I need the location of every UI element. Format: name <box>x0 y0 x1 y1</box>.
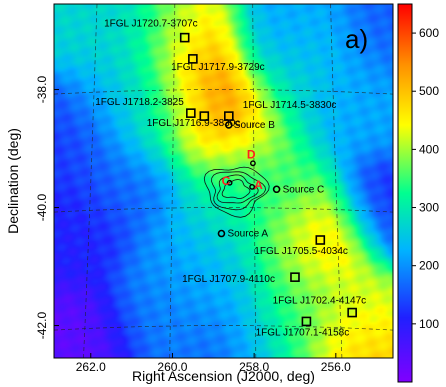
source-square-marker <box>179 32 190 43</box>
x-axis-label: Right Ascension (J2000, deg) <box>132 368 315 384</box>
source-label: 1FGL J1717.9-3729c <box>171 62 265 73</box>
position-marker-label: C <box>222 174 231 188</box>
colorbar-tick-label: 600 <box>419 26 439 40</box>
x-tick-label: 262.0 <box>76 360 106 374</box>
source-square-marker <box>315 235 326 245</box>
source-label: 1FGL J1702.4-4147c <box>273 296 367 307</box>
panel-label: a) <box>345 24 368 54</box>
source-markers: 1FGL J1720.7-3707c 1FGL J1717.9-3729c 1FGL… <box>95 19 366 339</box>
source-label: Source C <box>283 184 325 195</box>
y-tick-label: -38.0 <box>35 76 49 104</box>
source-label: Source B <box>234 120 275 131</box>
colorbar-tick-label: 300 <box>419 201 439 215</box>
source-square-marker <box>224 111 234 121</box>
colorbar-ticks: 100 200 300 400 500 600 <box>412 26 439 331</box>
x-tick-label: 258.0 <box>239 360 269 374</box>
x-tick-label: 260.0 <box>157 360 187 374</box>
grid-meridian <box>169 4 176 358</box>
colorbar-tick-label: 400 <box>419 142 439 156</box>
source-label: 1FGL J1720.7-3707c <box>104 19 198 30</box>
source-square-marker <box>188 54 198 64</box>
position-marker <box>250 160 256 167</box>
grid-parallel <box>54 325 393 331</box>
significance-contours <box>203 166 270 218</box>
axes: 262.0 260.0 258.0 256.0 -38.0 -40.0 -42.0 <box>35 76 351 374</box>
colorbar-tick-label: 500 <box>419 84 439 98</box>
position-marker <box>226 179 233 186</box>
source-label: 1FGL J1718.2-3825 <box>95 97 184 108</box>
y-tick-label: -42.0 <box>35 312 49 340</box>
source-square-marker <box>199 111 210 121</box>
significance-contour <box>216 174 259 204</box>
source-square-marker <box>186 108 196 118</box>
source-circle-marker <box>225 121 233 129</box>
x-tick-label: 256.0 <box>321 360 351 374</box>
heatmap-image <box>54 4 393 358</box>
grid-meridian <box>252 4 257 358</box>
significance-contour <box>221 179 251 199</box>
colorbar-gradient <box>397 3 413 383</box>
grid-meridian <box>83 4 98 358</box>
source-square-marker <box>347 307 357 318</box>
source-square-marker <box>290 272 300 282</box>
plot-frame <box>53 3 394 359</box>
source-label: 1FGL J1707.1-4158c <box>256 327 350 338</box>
y-axis-label: Declination (deg) <box>5 128 21 234</box>
source-circle-marker <box>272 185 281 194</box>
significance-contour <box>203 166 270 218</box>
position-marker-label: A <box>254 178 263 192</box>
colorbar: 100 200 300 400 500 600 <box>397 3 439 383</box>
colorbar-tick-label: 200 <box>419 259 439 273</box>
source-circle-marker <box>217 229 226 238</box>
grid-parallel <box>54 89 393 95</box>
source-label: Source A <box>227 229 268 240</box>
source-label: 1FGL J1714.5-3830c <box>243 100 337 111</box>
significance-contour <box>211 171 266 211</box>
position-marker <box>249 183 255 190</box>
y-tick-label: -40.0 <box>35 194 49 222</box>
source-label: 1FGL J1707.9-4110c <box>182 274 275 285</box>
source-label: 1FGL J1705.5-4034c <box>254 246 348 257</box>
position-marker-label: D <box>247 147 256 161</box>
colorbar-tick-label: 100 <box>419 317 439 331</box>
source-square-marker <box>301 316 312 327</box>
grid-meridian <box>330 4 343 358</box>
source-label: 1FGL J1716.9-3830c <box>147 118 241 129</box>
